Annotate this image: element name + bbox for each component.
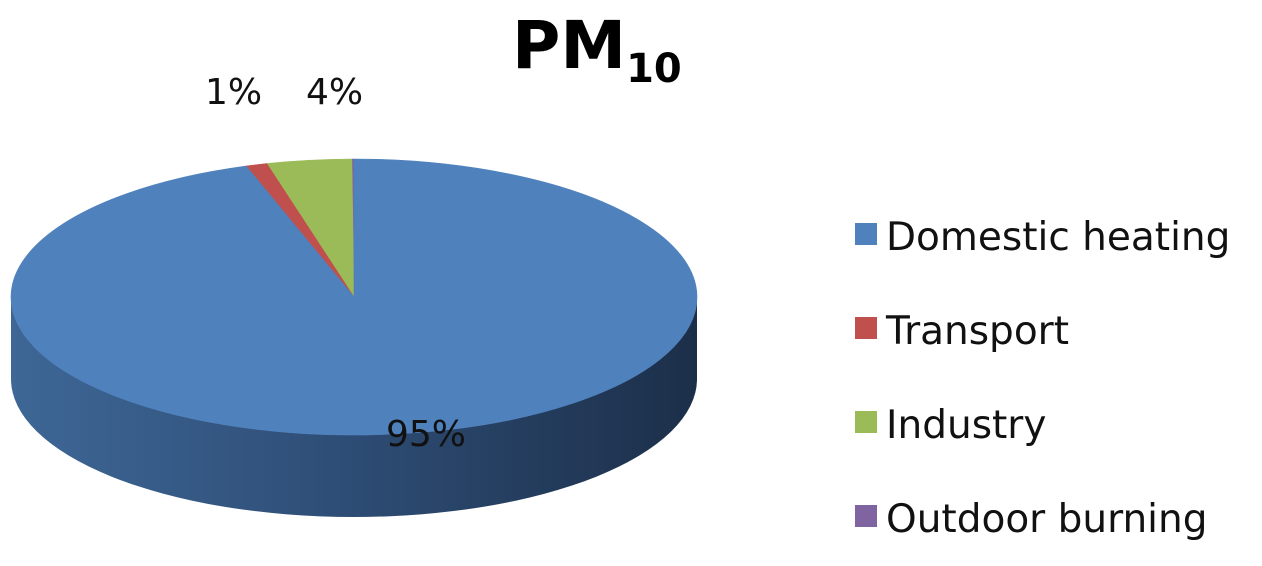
- pie-slices: [11, 159, 697, 435]
- legend-label-outdoor-burning: Outdoor burning: [886, 497, 1207, 542]
- chart-title: PM10: [512, 7, 682, 92]
- legend-item-outdoor-burning: Outdoor burning: [855, 497, 1207, 542]
- legend: Domestic heating Transport Industry Outd…: [855, 215, 1230, 542]
- pie-slice-domestic-heating: [11, 159, 697, 435]
- legend-swatch-domestic-heating: [855, 223, 877, 245]
- legend-item-domestic-heating: Domestic heating: [855, 215, 1230, 260]
- legend-swatch-transport: [855, 317, 877, 339]
- chart-title-main: PM: [512, 7, 626, 84]
- chart-title-subscript: 10: [626, 46, 682, 92]
- data-label-transport: 1%: [205, 72, 262, 113]
- legend-label-industry: Industry: [886, 403, 1046, 448]
- legend-label-domestic-heating: Domestic heating: [886, 215, 1230, 260]
- legend-item-transport: Transport: [855, 309, 1069, 354]
- legend-swatch-industry: [855, 411, 877, 433]
- data-label-industry: 4%: [306, 72, 363, 113]
- data-label-domestic-heating: 95%: [386, 414, 466, 455]
- legend-swatch-outdoor-burning: [855, 505, 877, 527]
- legend-item-industry: Industry: [855, 403, 1046, 448]
- legend-label-transport: Transport: [885, 309, 1069, 354]
